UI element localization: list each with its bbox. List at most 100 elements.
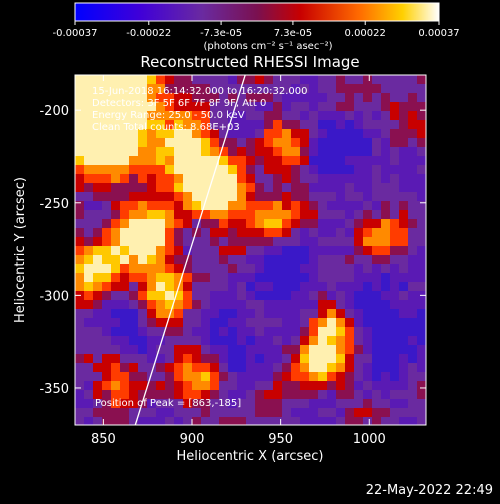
heatmap-cell bbox=[93, 390, 103, 400]
heatmap-cell bbox=[174, 291, 184, 301]
heatmap-cell bbox=[318, 318, 328, 328]
heatmap-cell bbox=[174, 165, 184, 175]
heatmap-cell bbox=[201, 354, 211, 364]
heatmap-cell bbox=[300, 183, 310, 193]
heatmap-cell bbox=[345, 336, 355, 346]
heatmap-cell bbox=[75, 93, 85, 103]
heatmap-cell bbox=[210, 273, 220, 283]
heatmap-cell bbox=[327, 120, 337, 130]
heatmap-cell bbox=[147, 129, 157, 139]
heatmap-cell bbox=[84, 408, 94, 418]
colorbar-tick-label: 0.00022 bbox=[345, 28, 386, 39]
heatmap-cell bbox=[363, 417, 373, 425]
heatmap-cell bbox=[309, 174, 319, 184]
heatmap-cell bbox=[129, 93, 139, 103]
heatmap-cell bbox=[363, 291, 373, 301]
heatmap-cell bbox=[354, 273, 364, 283]
heatmap-cell bbox=[318, 372, 328, 382]
heatmap-cell bbox=[183, 309, 193, 319]
heatmap-cell bbox=[417, 192, 426, 202]
heatmap-cell bbox=[354, 300, 364, 310]
heatmap-cell bbox=[327, 300, 337, 310]
heatmap-cell bbox=[165, 219, 175, 229]
heatmap-cell bbox=[381, 282, 391, 292]
heatmap-cell bbox=[138, 390, 148, 400]
heatmap-cell bbox=[345, 318, 355, 328]
heatmap-cell bbox=[237, 201, 247, 211]
heatmap-cell bbox=[192, 381, 202, 391]
heatmap-cell bbox=[192, 345, 202, 355]
heatmap-cell bbox=[84, 363, 94, 373]
heatmap-cell bbox=[264, 336, 274, 346]
heatmap-cell bbox=[300, 327, 310, 337]
y-tick-label: -200 bbox=[39, 104, 69, 119]
heatmap-cell bbox=[102, 363, 112, 373]
heatmap-cell bbox=[291, 165, 301, 175]
heatmap-cell bbox=[165, 120, 175, 130]
colorbar-tick-label: -0.00037 bbox=[53, 28, 98, 39]
heatmap-cell bbox=[354, 156, 364, 166]
heatmap-cell bbox=[147, 318, 157, 328]
heatmap-cell bbox=[327, 345, 337, 355]
heatmap-cell bbox=[174, 219, 184, 229]
heatmap-cell bbox=[309, 201, 319, 211]
heatmap-cell bbox=[138, 282, 148, 292]
heatmap-cell bbox=[417, 345, 426, 355]
heatmap-cell bbox=[156, 174, 166, 184]
heatmap-cell bbox=[102, 129, 112, 139]
heatmap-cell bbox=[156, 93, 166, 103]
heatmap-cell bbox=[390, 210, 400, 220]
heatmap-cell bbox=[309, 255, 319, 265]
heatmap-cell bbox=[174, 138, 184, 148]
heatmap-cell bbox=[399, 174, 409, 184]
heatmap-cell bbox=[174, 156, 184, 166]
heatmap-cell bbox=[93, 237, 103, 247]
heatmap-cell bbox=[255, 390, 265, 400]
heatmap-cell bbox=[192, 120, 202, 130]
heatmap-cell bbox=[255, 183, 265, 193]
heatmap-cell bbox=[354, 219, 364, 229]
heatmap-cell bbox=[282, 246, 292, 256]
heatmap-cell bbox=[183, 264, 193, 274]
heatmap-cell bbox=[237, 381, 247, 391]
heatmap-cell bbox=[156, 273, 166, 283]
heatmap-cell bbox=[255, 174, 265, 184]
heatmap-cell bbox=[246, 300, 256, 310]
heatmap-cell bbox=[264, 399, 274, 409]
heatmap-cell bbox=[102, 354, 112, 364]
heatmap-cell bbox=[129, 291, 139, 301]
heatmap-cell bbox=[165, 363, 175, 373]
heatmap-cell bbox=[192, 129, 202, 139]
heatmap-cell bbox=[282, 255, 292, 265]
heatmap-cell bbox=[147, 327, 157, 337]
heatmap-cell bbox=[246, 147, 256, 157]
heatmap-cell bbox=[174, 318, 184, 328]
heatmap-cell bbox=[282, 138, 292, 148]
heatmap-cell bbox=[246, 336, 256, 346]
heatmap-cell bbox=[372, 102, 382, 112]
heatmap-cell bbox=[237, 273, 247, 283]
heatmap-cell bbox=[408, 147, 418, 157]
heatmap-cell bbox=[345, 129, 355, 139]
heatmap-cell bbox=[147, 228, 157, 238]
heatmap-cell bbox=[318, 129, 328, 139]
heatmap-cell bbox=[327, 255, 337, 265]
heatmap-cell bbox=[318, 381, 328, 391]
heatmap-cell bbox=[93, 282, 103, 292]
heatmap-cell bbox=[363, 75, 373, 85]
heatmap-cell bbox=[327, 129, 337, 139]
heatmap-cell bbox=[138, 84, 148, 94]
heatmap-cell bbox=[318, 210, 328, 220]
heatmap-cell bbox=[120, 120, 130, 130]
heatmap-cell bbox=[84, 237, 94, 247]
heatmap-cell bbox=[129, 408, 139, 418]
heatmap-cell bbox=[219, 93, 229, 103]
heatmap-cell bbox=[75, 390, 85, 400]
heatmap-cell bbox=[390, 174, 400, 184]
heatmap-cell bbox=[363, 363, 373, 373]
heatmap-cell bbox=[147, 75, 157, 85]
heatmap-cell bbox=[273, 291, 283, 301]
heatmap-cell bbox=[327, 237, 337, 247]
heatmap-cell bbox=[192, 336, 202, 346]
colorbar-unit-label: (photons cm⁻² s⁻¹ asec⁻²) bbox=[203, 41, 332, 52]
